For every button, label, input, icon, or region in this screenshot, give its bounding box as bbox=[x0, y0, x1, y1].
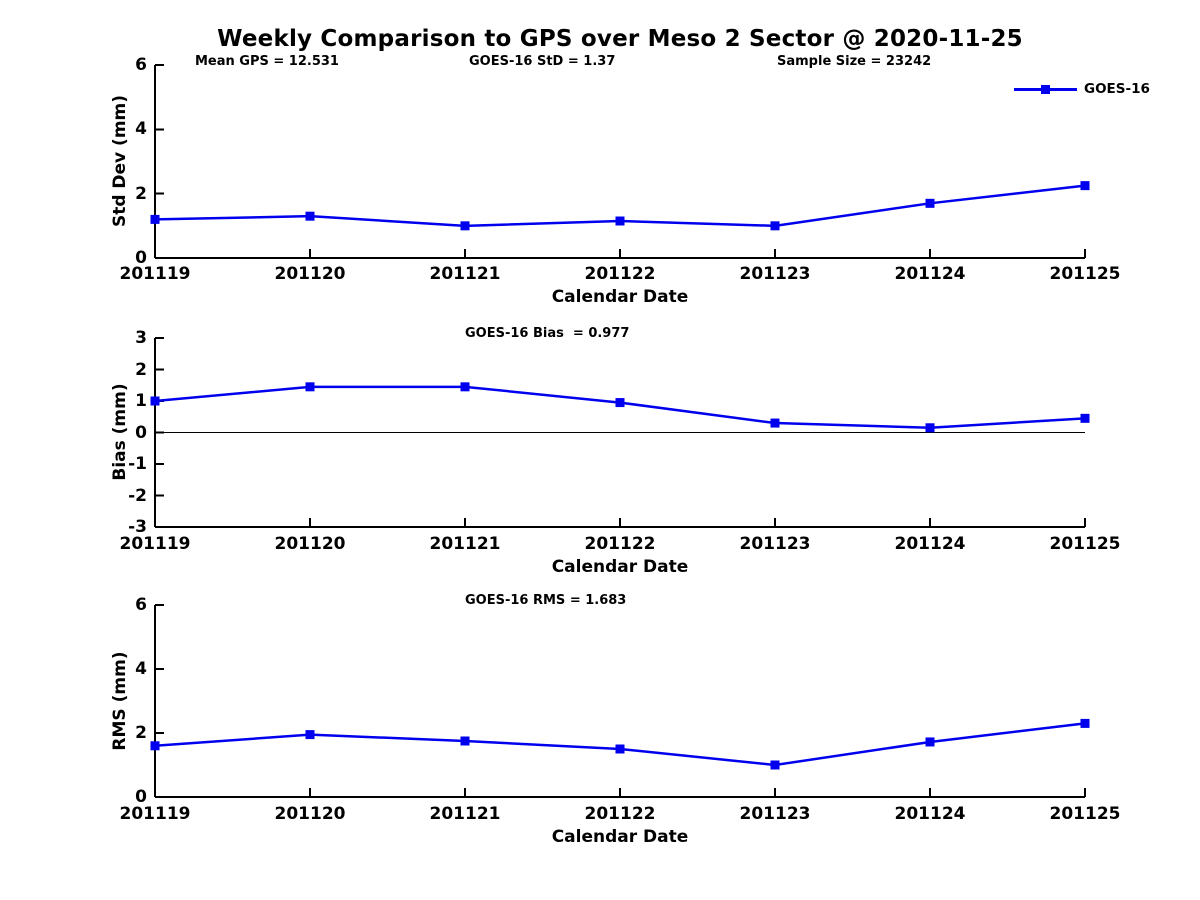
x-tick-label: 201121 bbox=[429, 534, 501, 554]
y-tick-label: 6 bbox=[135, 595, 147, 615]
data-point-marker bbox=[460, 736, 470, 746]
subplot-std-dev bbox=[150, 64, 1090, 259]
y-tick-label: -2 bbox=[128, 486, 147, 506]
legend: GOES-16 bbox=[1014, 80, 1150, 98]
y-tick-label: 2 bbox=[135, 723, 147, 743]
data-point-marker bbox=[770, 760, 780, 770]
x-tick-label: 201120 bbox=[274, 534, 346, 554]
annotation-goes16-std: GOES-16 StD = 1.37 bbox=[469, 54, 616, 69]
x-tick-label: 201119 bbox=[119, 264, 191, 284]
x-tick-label: 201119 bbox=[119, 534, 191, 554]
x-tick-label: 201120 bbox=[274, 804, 346, 824]
data-point-marker bbox=[1080, 181, 1090, 191]
legend-line-sample-icon bbox=[1014, 84, 1077, 94]
annotation-goes16-rms: GOES-16 RMS = 1.683 bbox=[465, 593, 627, 608]
data-point-marker bbox=[150, 396, 160, 406]
x-tick-label: 201122 bbox=[584, 804, 656, 824]
x-tick-label: 201123 bbox=[739, 264, 811, 284]
subplot-bias bbox=[150, 337, 1090, 528]
y-axis-label-std-dev: Std Dev (mm) bbox=[110, 94, 130, 228]
legend-label: GOES-16 bbox=[1084, 81, 1150, 97]
y-tick-label: 2 bbox=[135, 184, 147, 204]
y-tick-label: 1 bbox=[135, 391, 147, 411]
x-tick-label: 201125 bbox=[1049, 804, 1121, 824]
data-point-marker bbox=[925, 423, 935, 433]
data-point-marker bbox=[460, 221, 470, 231]
data-point-marker bbox=[305, 730, 315, 740]
x-tick-label: 201122 bbox=[584, 534, 656, 554]
data-point-marker bbox=[305, 382, 315, 392]
x-tick-label: 201123 bbox=[739, 534, 811, 554]
chart-title: Weekly Comparison to GPS over Meso 2 Sec… bbox=[217, 26, 1023, 52]
y-tick-label: 4 bbox=[135, 119, 147, 139]
y-axis-label-rms: RMS (mm) bbox=[110, 651, 130, 751]
x-tick-label: 201121 bbox=[429, 264, 501, 284]
data-point-marker bbox=[925, 737, 935, 747]
data-point-marker bbox=[460, 382, 470, 392]
x-axis-label-bias: Calendar Date bbox=[551, 557, 689, 577]
data-point-marker bbox=[770, 418, 780, 428]
x-tick-label: 201124 bbox=[894, 804, 966, 824]
x-axis-label-std-dev: Calendar Date bbox=[551, 287, 689, 307]
data-point-marker bbox=[150, 741, 160, 751]
annotation-goes16-bias: GOES-16 Bias = 0.977 bbox=[465, 326, 630, 341]
data-point-marker bbox=[925, 198, 935, 208]
series-line-goes-16 bbox=[154, 722, 1086, 767]
x-tick-label: 201124 bbox=[894, 534, 966, 554]
x-tick-label: 201119 bbox=[119, 804, 191, 824]
data-point-marker bbox=[770, 221, 780, 231]
y-tick-label: 4 bbox=[135, 659, 147, 679]
data-point-marker bbox=[305, 211, 315, 221]
y-tick-label: -3 bbox=[128, 517, 147, 537]
data-point-marker bbox=[1080, 718, 1090, 728]
x-tick-label: 201120 bbox=[274, 264, 346, 284]
data-point-marker bbox=[615, 398, 625, 408]
x-tick-label: 201123 bbox=[739, 804, 811, 824]
x-tick-label: 201124 bbox=[894, 264, 966, 284]
series-line-goes-16 bbox=[154, 385, 1086, 430]
y-tick-label: -1 bbox=[128, 454, 147, 474]
y-tick-label: 0 bbox=[135, 423, 147, 443]
y-tick-label: 0 bbox=[135, 248, 147, 268]
x-tick-label: 201122 bbox=[584, 264, 656, 284]
data-point-marker bbox=[150, 214, 160, 224]
x-axis-label-rms: Calendar Date bbox=[551, 827, 689, 847]
y-tick-label: 0 bbox=[135, 787, 147, 807]
subplot-rms bbox=[150, 604, 1090, 798]
y-tick-label: 3 bbox=[135, 328, 147, 348]
x-tick-label: 201121 bbox=[429, 804, 501, 824]
data-point-marker bbox=[1080, 413, 1090, 423]
x-tick-label: 201125 bbox=[1049, 264, 1121, 284]
annotation-sample-size: Sample Size = 23242 bbox=[777, 54, 932, 69]
data-point-marker bbox=[615, 216, 625, 226]
annotation-mean-gps: Mean GPS = 12.531 bbox=[195, 54, 339, 69]
y-tick-label: 6 bbox=[135, 55, 147, 75]
y-tick-label: 2 bbox=[135, 360, 147, 380]
legend-square-marker-icon bbox=[1041, 84, 1050, 94]
x-tick-label: 201125 bbox=[1049, 534, 1121, 554]
data-point-marker bbox=[615, 744, 625, 754]
